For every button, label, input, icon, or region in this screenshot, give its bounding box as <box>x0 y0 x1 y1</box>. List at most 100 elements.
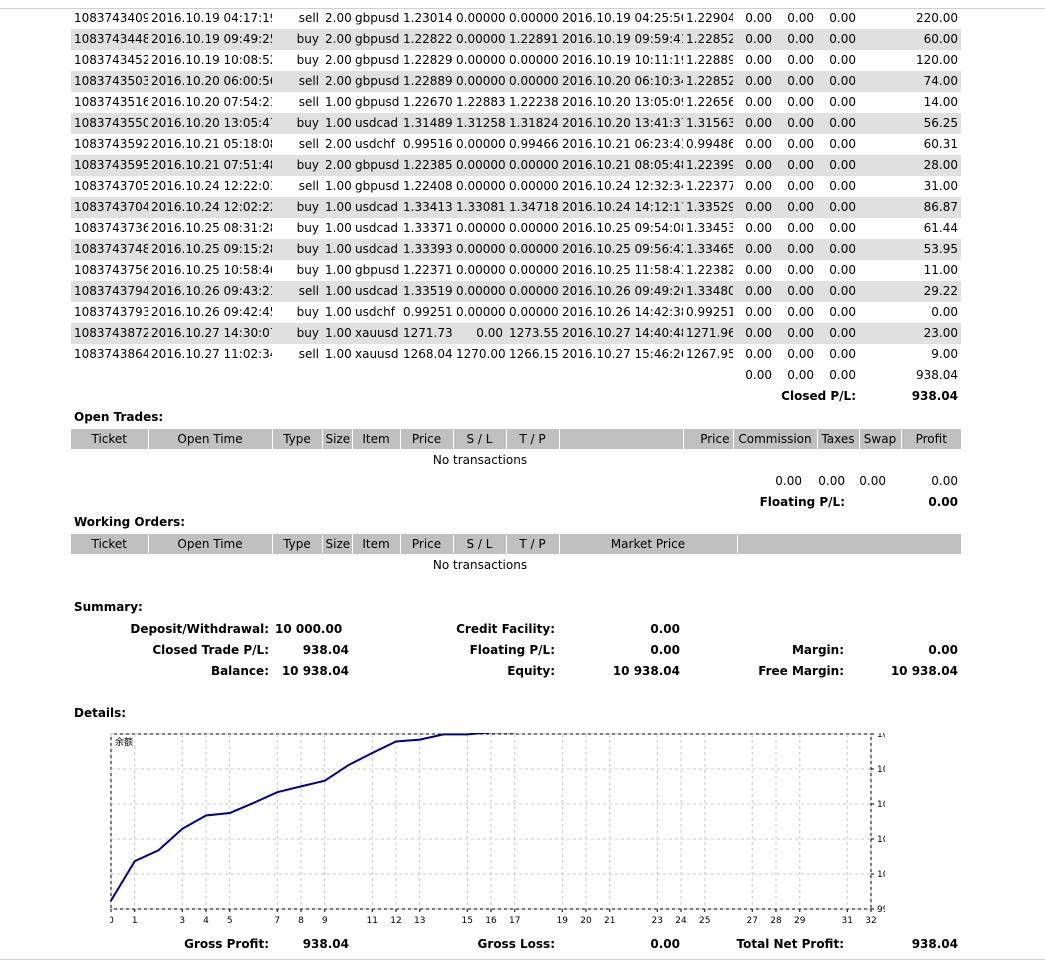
trade-row: 1083743704 2016.10.24 12:02:22 buy 1.00 usdc… <box>71 197 961 218</box>
wo-col-price: Price <box>400 534 454 554</box>
trade-taxes: 0.00 <box>775 239 817 260</box>
trade-taxes: 0.00 <box>787 305 814 319</box>
trade-swap: 0.00 <box>817 197 859 218</box>
trade-item: gbpusd <box>352 155 400 176</box>
trade-close-time: 2016.10.21 08:05:48 <box>559 155 683 176</box>
trade-commission: 0.00 <box>745 95 772 109</box>
trade-row: 1083743872 2016.10.27 14:30:07 buy 1.00 xauu… <box>71 323 961 344</box>
closed-pl-value: 938.04 <box>911 389 958 403</box>
trade-taxes: 0.00 <box>775 155 817 176</box>
trade-close-time: 2016.10.20 13:05:09 <box>562 95 683 109</box>
trade-row: 1083743793 2016.10.26 09:42:45 buy 1.00 usdc… <box>71 302 961 323</box>
trade-size: 2.00 <box>322 29 352 50</box>
trade-sl: 0.00000 <box>456 263 506 277</box>
balance-point <box>110 899 112 902</box>
balance-point <box>442 733 445 736</box>
trade-item: usdchf <box>355 305 395 319</box>
balance-point <box>276 791 279 793</box>
trade-close-time: 2016.10.25 11:58:43 <box>562 263 683 277</box>
trade-price: 1.33519 <box>400 281 453 302</box>
trade-close-price: 1.22852 <box>683 71 733 92</box>
trade-price: 1.31489 <box>400 113 453 134</box>
trade-profit: 86.87 <box>859 197 961 218</box>
trade-sl: 1.33081 <box>453 197 506 218</box>
wo-col-size: Size <box>322 534 353 554</box>
trade-taxes: 0.00 <box>775 29 817 50</box>
x-tick-label: 15 <box>462 916 473 926</box>
wo-col-open-time: Open Time <box>148 534 273 554</box>
trade-taxes: 0.00 <box>787 221 814 235</box>
trade-price: 0.99251 <box>403 305 453 319</box>
col-cur-price: Price <box>683 429 734 449</box>
x-tick-label: 13 <box>414 916 425 926</box>
col-swap: Swap <box>859 429 902 449</box>
trade-ticket: 1083743409 <box>74 11 148 25</box>
wo-col-sl: S / L <box>453 534 507 554</box>
balance-point <box>300 785 302 788</box>
trade-tp: 1.31824 <box>506 113 559 134</box>
trade-ticket: 1083743748 <box>71 239 148 260</box>
trade-tp: 0.99466 <box>509 137 559 151</box>
trade-open-time: 2016.10.25 10:58:46 <box>151 263 272 277</box>
y-tick-label: 10733 <box>877 765 885 775</box>
trade-type: sell <box>298 137 319 151</box>
summary-floating-label: Floating P/L: <box>469 643 555 657</box>
trade-taxes: 0.00 <box>787 95 814 109</box>
trade-commission: 0.00 <box>745 53 772 67</box>
balance-point <box>418 738 421 741</box>
trade-size: 1.00 <box>325 221 352 235</box>
trade-close-price: 1.22852 <box>683 29 733 50</box>
trade-sl: 1.22883 <box>456 95 506 109</box>
balance-point <box>371 752 374 754</box>
trade-item: xauusd <box>352 323 400 344</box>
trade-size: 1.00 <box>322 197 352 218</box>
floating-pl-label: Floating P/L: <box>759 495 845 509</box>
col-taxes: Taxes <box>817 429 860 449</box>
wo-col-type: Type <box>272 534 323 554</box>
trade-item: usdcad <box>355 221 399 235</box>
floating-pl-value: 0.00 <box>928 495 958 509</box>
trade-tp: 0.00000 <box>506 155 559 176</box>
total-profit: 938.04 <box>916 368 958 382</box>
trade-tp: 0.00000 <box>509 305 559 319</box>
credit-label: Credit Facility: <box>456 622 555 636</box>
trade-close-time: 2016.10.20 06:10:34 <box>559 71 683 92</box>
trade-ticket: 1083743864 <box>74 347 148 361</box>
balance-point <box>181 827 184 830</box>
trade-swap: 0.00 <box>817 71 859 92</box>
trade-size: 2.00 <box>325 11 352 25</box>
col-blank <box>559 429 684 449</box>
summary-table: Deposit/Withdrawal: 10 000.00 Credit Fac… <box>71 619 961 682</box>
trade-sl: 0.00000 <box>456 137 506 151</box>
trade-price: 1.33371 <box>403 221 453 235</box>
trade-sl: 1270.00 <box>456 347 506 361</box>
trade-close-price: 0.99486 <box>686 137 733 151</box>
trade-sl: 0.00000 <box>456 305 506 319</box>
trade-open-time: 2016.10.21 07:51:48 <box>148 155 272 176</box>
x-tick-label: 20 <box>580 916 592 926</box>
trade-ticket: 1083743794 <box>71 281 148 302</box>
trade-commission: 0.00 <box>733 281 775 302</box>
col-profit: Profit <box>901 429 961 449</box>
trade-price: 0.99516 <box>403 137 453 151</box>
trade-item: gbpusd <box>355 11 400 25</box>
trade-profit: 23.00 <box>859 323 961 344</box>
trade-swap: 0.00 <box>829 179 856 193</box>
trade-profit: 14.00 <box>923 95 958 109</box>
closed-totals-row: 0.00 0.00 0.00 938.04 <box>71 365 961 386</box>
col-ticket: Ticket <box>71 429 149 449</box>
gross-loss-value: 0.00 <box>650 937 680 951</box>
trade-swap: 0.00 <box>829 137 856 151</box>
closed-trades-table: 1083743409 2016.10.19 04:17:19 sell 2.00 gbp… <box>71 8 961 407</box>
trade-type: sell <box>298 347 319 361</box>
trade-row: 1083743503 2016.10.20 06:00:56 sell 2.00 gbp… <box>71 71 961 92</box>
trade-tp: 1.34718 <box>506 197 559 218</box>
open-trades-title: Open Trades: <box>74 410 164 424</box>
gross-loss-label: Gross Loss: <box>477 937 555 951</box>
net-profit-label: Total Net Profit: <box>736 937 844 951</box>
trade-price: 1.33393 <box>400 239 453 260</box>
trade-item: usdchf <box>355 137 395 151</box>
x-tick-label: 25 <box>699 916 710 926</box>
trade-close-price: 1.33465 <box>683 239 733 260</box>
trade-commission: 0.00 <box>733 323 775 344</box>
